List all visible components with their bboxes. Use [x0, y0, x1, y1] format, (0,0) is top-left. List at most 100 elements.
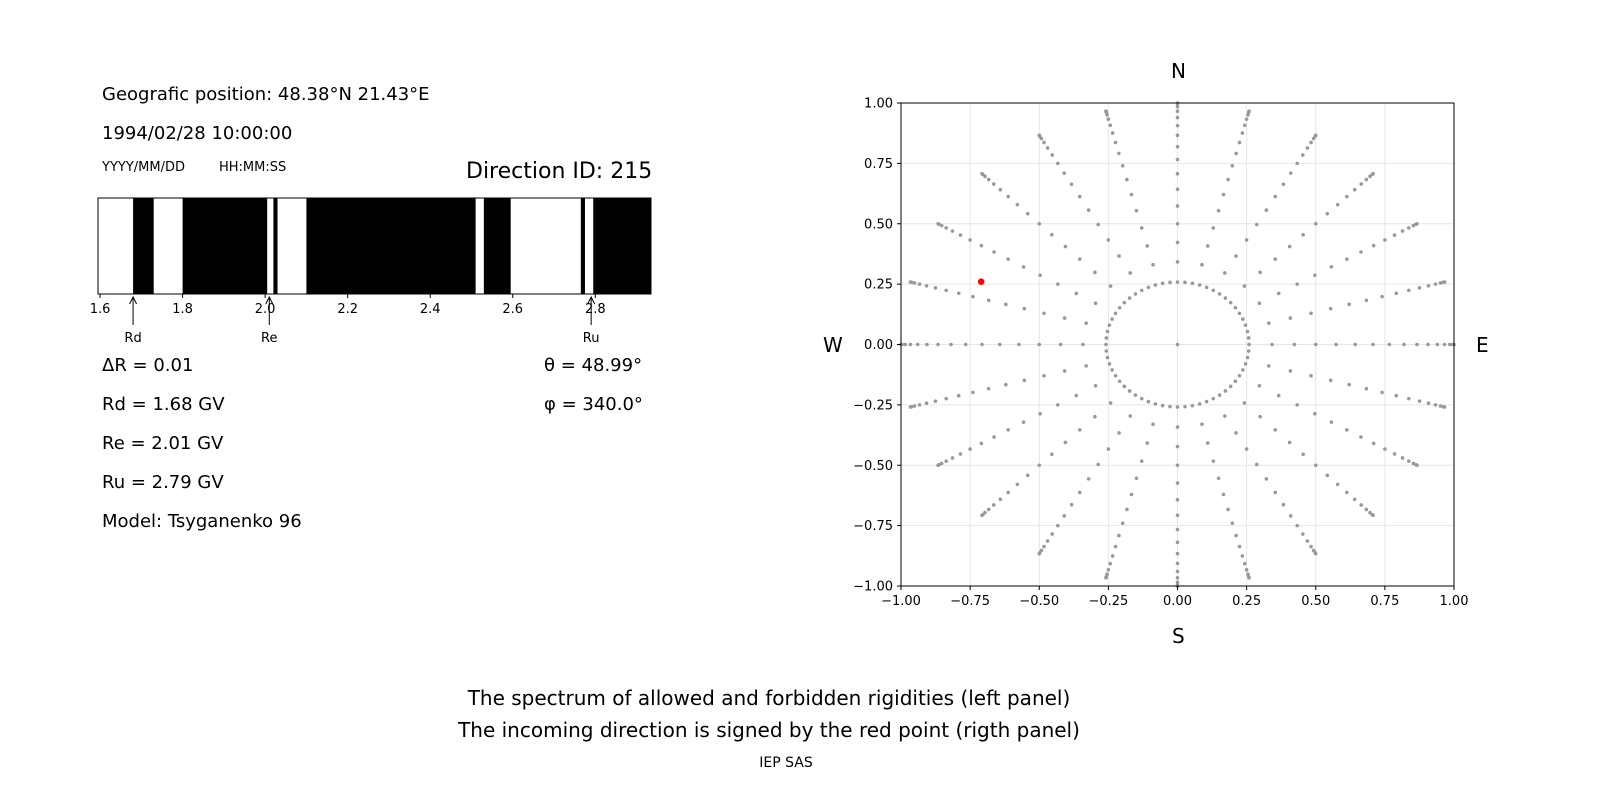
- marker-label: Rd: [124, 331, 141, 346]
- direction-point: [992, 250, 996, 254]
- direction-point: [1345, 194, 1349, 199]
- direction-point: [1113, 140, 1118, 145]
- x-tick-label: 0.00: [1163, 594, 1192, 609]
- direction-point: [1246, 336, 1251, 340]
- direction-point: [1216, 476, 1221, 481]
- direction-point: [944, 396, 949, 401]
- direction-point: [1096, 462, 1101, 467]
- y-tick-label: −0.50: [853, 459, 893, 474]
- direction-point: [1325, 211, 1330, 216]
- direction-point: [1230, 521, 1235, 525]
- direction-point: [1125, 507, 1129, 512]
- direction-point: [1247, 109, 1251, 114]
- marker-arrow-head: [129, 295, 138, 305]
- direction-point: [1104, 349, 1109, 353]
- direction-point: [1244, 238, 1249, 242]
- direction-point: [1146, 285, 1151, 290]
- direction-point: [1328, 378, 1333, 383]
- direction-point: [1175, 481, 1180, 485]
- direction-point: [1175, 575, 1180, 580]
- direction-point: [1117, 151, 1121, 156]
- direction-point: [1243, 362, 1248, 366]
- direction-point: [950, 229, 955, 233]
- direction-point: [950, 456, 955, 460]
- direction-point: [968, 238, 972, 242]
- marker-arrow-head: [265, 295, 274, 305]
- direction-point: [1309, 544, 1313, 549]
- direction-point: [1025, 211, 1030, 216]
- direction-point: [1267, 364, 1271, 368]
- caption-line-1: The spectrum of allowed and forbidden ri…: [467, 686, 1071, 710]
- direction-point: [915, 342, 920, 347]
- direction-point: [936, 221, 940, 226]
- direction-point: [1364, 386, 1369, 391]
- compass-south-label: S: [1172, 624, 1185, 648]
- direction-point: [1160, 403, 1165, 408]
- direction-point: [1433, 403, 1438, 407]
- x-tick-label: 2.2: [337, 302, 358, 317]
- direction-point: [1228, 300, 1233, 305]
- direction-point: [1347, 382, 1351, 387]
- y-tick-label: 0.50: [864, 217, 893, 232]
- direction-point: [1175, 204, 1180, 208]
- direction-point: [1438, 404, 1443, 408]
- direction-point: [1045, 539, 1050, 543]
- direction-point: [1245, 329, 1250, 334]
- direction-point: [1139, 226, 1144, 230]
- direction-point: [936, 463, 940, 468]
- direction-point: [1359, 503, 1364, 507]
- direction-point: [949, 342, 953, 347]
- direction-point: [1295, 403, 1300, 407]
- direction-point: [1175, 342, 1180, 347]
- y-tick-label: −1.00: [853, 580, 893, 595]
- time-format-label: HH:MM:SS: [219, 160, 287, 175]
- direction-point: [1025, 473, 1030, 478]
- direction-point: [1217, 393, 1222, 397]
- direction-point: [1077, 490, 1082, 495]
- direction-point: [1133, 292, 1138, 296]
- direction-point: [1042, 311, 1046, 316]
- direction-point: [1175, 133, 1180, 138]
- direction-point: [1371, 171, 1375, 176]
- direction-point: [1438, 281, 1443, 285]
- direction-point: [1359, 182, 1364, 186]
- direction-point: [1055, 161, 1060, 166]
- direction-point: [1093, 301, 1098, 306]
- direction-point: [1406, 226, 1411, 230]
- direction-point: [1383, 238, 1387, 242]
- x-tick-label: −0.25: [1088, 594, 1128, 609]
- direction-point: [1105, 329, 1110, 334]
- direction-point: [1006, 428, 1010, 432]
- direction-point: [1017, 342, 1021, 347]
- direction-point: [1104, 336, 1109, 340]
- direction-point: [1037, 133, 1042, 138]
- direction-point: [1309, 373, 1313, 378]
- direction-point: [1021, 420, 1026, 424]
- direction-point: [1313, 273, 1317, 278]
- direction-point: [1347, 302, 1351, 307]
- direction-point: [1264, 208, 1269, 212]
- direction-point: [1267, 321, 1271, 325]
- direction-point: [1015, 202, 1020, 207]
- direction-point: [1244, 447, 1249, 451]
- direction-point: [1295, 161, 1300, 166]
- direction-point: [979, 441, 984, 446]
- direction-point: [1447, 342, 1452, 347]
- forbidden-band: [273, 198, 278, 294]
- direction-point: [1175, 144, 1180, 149]
- direction-point: [1247, 575, 1251, 580]
- direction-point: [1105, 355, 1110, 360]
- direction-point: [1234, 254, 1238, 258]
- y-tick-label: 0.00: [864, 338, 893, 353]
- direction-point: [1241, 368, 1245, 372]
- direction-point: [1313, 342, 1318, 347]
- direction-point: [1004, 302, 1008, 307]
- direction-point: [1237, 140, 1242, 145]
- direction-point: [1313, 411, 1317, 416]
- direction-point: [1313, 551, 1318, 556]
- direction-point: [1335, 202, 1340, 207]
- x-tick-label: 2.6: [502, 302, 523, 317]
- direction-point: [1335, 482, 1340, 487]
- direction-point: [1069, 182, 1074, 187]
- direction-point: [1093, 270, 1097, 275]
